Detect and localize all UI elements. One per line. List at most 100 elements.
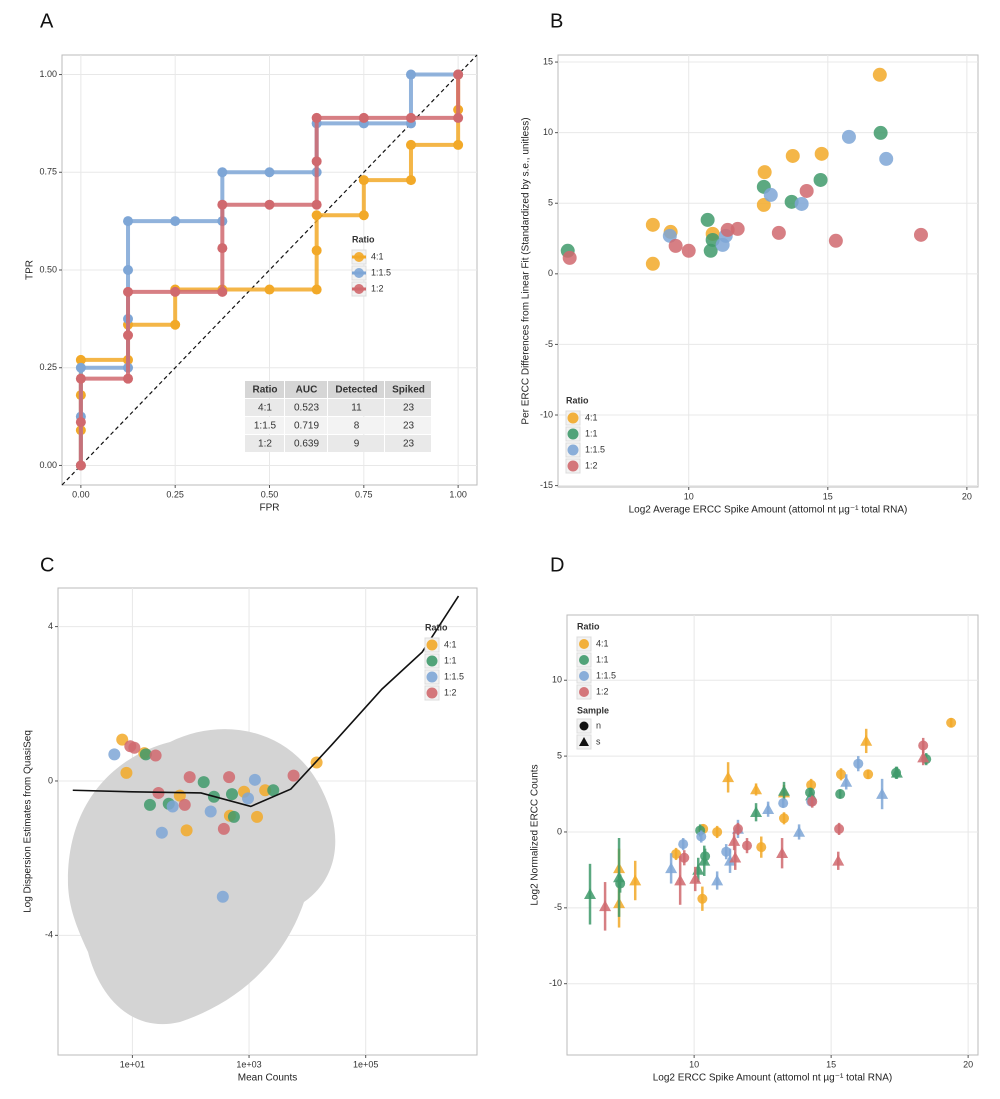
point	[311, 210, 322, 221]
table-cell	[328, 417, 384, 434]
point	[170, 286, 181, 297]
y-tick-label: -10	[540, 409, 553, 419]
point	[217, 199, 228, 210]
y-axis-title: Log2 Normalized ERCC Counts	[530, 764, 541, 905]
point	[835, 789, 846, 800]
point	[311, 112, 322, 123]
table-text: 11	[351, 403, 362, 414]
point	[794, 196, 809, 211]
point	[120, 766, 133, 779]
legend-label: 1:2	[444, 687, 457, 697]
table-cell	[385, 381, 431, 398]
point	[645, 217, 660, 232]
point	[197, 776, 210, 789]
legend-key-dot	[426, 687, 438, 699]
legend-label: 1:1	[585, 428, 598, 438]
legend-label: 1:2	[596, 686, 609, 696]
point	[358, 175, 369, 186]
table-cell	[385, 435, 431, 452]
point	[756, 842, 767, 853]
table-cell	[245, 417, 284, 434]
x-tick-label: 1e+05	[353, 1059, 378, 1069]
point	[108, 748, 121, 761]
table-text: 23	[403, 439, 415, 450]
legend-key-dot	[567, 460, 579, 472]
legend-label: 1:1	[596, 654, 609, 664]
point	[679, 852, 690, 863]
point	[149, 749, 162, 762]
point	[722, 771, 735, 783]
x-tick-label: 0.25	[166, 489, 184, 499]
point	[836, 769, 846, 780]
point	[223, 771, 236, 784]
y-tick-label: 0.50	[39, 264, 57, 274]
x-tick-label: 15	[823, 491, 833, 501]
point	[703, 243, 718, 258]
legend-label: 1:1.5	[596, 670, 616, 680]
point	[763, 187, 778, 202]
point	[217, 286, 228, 297]
legend-key-dot	[354, 268, 364, 278]
point	[698, 854, 711, 866]
point	[840, 775, 853, 787]
table-text: 23	[403, 421, 415, 432]
x-tick-label: 1e+03	[236, 1059, 261, 1069]
x-tick-label: 20	[962, 491, 972, 501]
point	[123, 373, 134, 384]
point	[123, 330, 134, 341]
y-tick-label: -5	[545, 339, 553, 349]
point	[311, 245, 322, 256]
point	[728, 835, 741, 846]
point	[75, 460, 86, 471]
x-axis-title: Log2 Average ERCC Spike Amount (attomol …	[629, 505, 908, 516]
point	[689, 873, 702, 884]
point	[629, 874, 642, 886]
legend-title: Ratio	[425, 622, 448, 632]
point	[75, 417, 86, 428]
legend-key-dot	[579, 687, 589, 697]
point	[853, 758, 864, 769]
point	[645, 256, 660, 271]
table-text: 23	[403, 403, 415, 414]
y-tick-label: 0.25	[39, 362, 57, 372]
point	[75, 373, 86, 384]
point	[778, 798, 789, 809]
point	[721, 846, 732, 857]
y-axis-title: Per ERCC Differences from Linear Fit (St…	[521, 117, 532, 424]
point	[405, 139, 416, 150]
point	[405, 69, 416, 80]
point	[264, 199, 275, 210]
point	[668, 238, 683, 253]
panel-label: D	[550, 554, 564, 576]
point	[750, 783, 763, 795]
legend-key-dot	[567, 444, 579, 456]
legend-label: n	[596, 720, 601, 730]
table-text: 4:1	[258, 403, 272, 414]
legend-key-dot	[579, 671, 589, 681]
point	[776, 847, 789, 859]
point	[453, 69, 464, 80]
point	[217, 167, 228, 178]
point	[217, 822, 230, 835]
point	[756, 197, 771, 212]
point	[671, 848, 682, 859]
point	[358, 210, 369, 221]
y-tick-label: 15	[543, 56, 553, 66]
point	[841, 129, 856, 144]
legend-key-dot	[579, 639, 589, 649]
point	[813, 172, 828, 187]
table-cell	[385, 417, 431, 434]
point	[832, 854, 845, 866]
table-cell	[245, 381, 284, 398]
point	[700, 212, 715, 227]
point	[204, 805, 217, 818]
point	[264, 167, 275, 178]
legend-title: Ratio	[577, 621, 600, 631]
point	[913, 227, 928, 242]
point	[584, 888, 597, 899]
x-tick-label: 20	[963, 1059, 973, 1069]
x-tick-label: 10	[689, 1059, 699, 1069]
y-tick-label: -15	[540, 480, 553, 490]
point	[75, 354, 86, 365]
